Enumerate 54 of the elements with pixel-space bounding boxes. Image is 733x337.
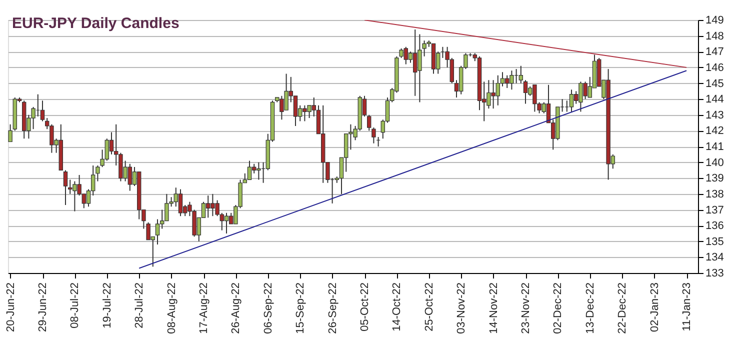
x-tick-label: 29-Jun-22 [37, 282, 49, 332]
y-tick-label: 133 [706, 268, 724, 280]
candlestick [96, 164, 100, 182]
x-tick-label: 08-Jul-22 [69, 282, 82, 328]
x-tick-label: 02-Dec-22 [552, 282, 564, 334]
chart-title: EUR-JPY Daily Candles [12, 15, 180, 32]
candlestick [569, 89, 574, 112]
y-tick-label: 149 [706, 14, 724, 26]
y-tick-label: 138 [706, 188, 724, 200]
x-tick-label: 13-Dec-22 [584, 282, 596, 334]
candlestick [8, 124, 12, 142]
y-tick-label: 137 [706, 204, 724, 216]
x-tick-label: 26-Sep-22 [326, 282, 339, 334]
y-tick-label: 136 [706, 220, 724, 232]
y-tick-label: 146 [706, 62, 724, 74]
x-tick-label: 15-Sep-22 [294, 282, 307, 334]
candlestick [155, 218, 160, 246]
candlestick [523, 80, 528, 104]
x-tick-label: 20-Jun-22 [4, 282, 17, 332]
candlestick [63, 170, 68, 206]
x-tick-label: 22-Dec-22 [616, 282, 629, 334]
y-tick-label: 141 [706, 141, 724, 153]
y-tick-label: 145 [706, 78, 724, 90]
x-tick-label: 11-Jan-23 [681, 282, 693, 332]
x-tick-label: 05-Oct-22 [359, 282, 371, 332]
x-tick-label: 03-Nov-22 [456, 282, 468, 334]
x-tick-label: 28-Jul-22 [134, 282, 146, 328]
y-tick-label: 134 [706, 252, 724, 264]
x-tick-label: 08-Aug-22 [166, 282, 178, 334]
candlestick [518, 65, 523, 84]
candlestick [372, 127, 376, 144]
candlestick [293, 95, 298, 126]
candlestick [224, 212, 229, 234]
x-tick-label: 02-Jan-23 [648, 282, 661, 332]
x-tick-label: 17-Aug-22 [198, 282, 210, 334]
candlestick [178, 188, 183, 217]
candlestick [40, 100, 45, 122]
x-tick-label: 25-Oct-22 [423, 282, 436, 332]
candlestick [247, 160, 252, 180]
x-tick-label: 19-Jul-22 [101, 282, 114, 328]
y-tick-label: 143 [706, 109, 724, 122]
x-tick-label: 06-Sep-22 [262, 282, 274, 334]
x-tick-label: 23-Nov-22 [520, 282, 532, 334]
y-tick-label: 144 [706, 94, 724, 106]
y-tick-label: 147 [706, 46, 724, 58]
y-tick-label: 140 [706, 156, 724, 169]
x-tick-label: 26-Aug-22 [230, 282, 242, 334]
y-tick-label: 135 [706, 236, 724, 248]
y-tick-label: 142 [706, 125, 724, 138]
y-tick-label: 148 [706, 30, 724, 42]
y-tick-label: 139 [706, 172, 724, 185]
x-tick-label: 14-Nov-22 [488, 282, 500, 334]
x-tick-label: 14-Oct-22 [391, 282, 404, 332]
candlestick [367, 114, 372, 132]
